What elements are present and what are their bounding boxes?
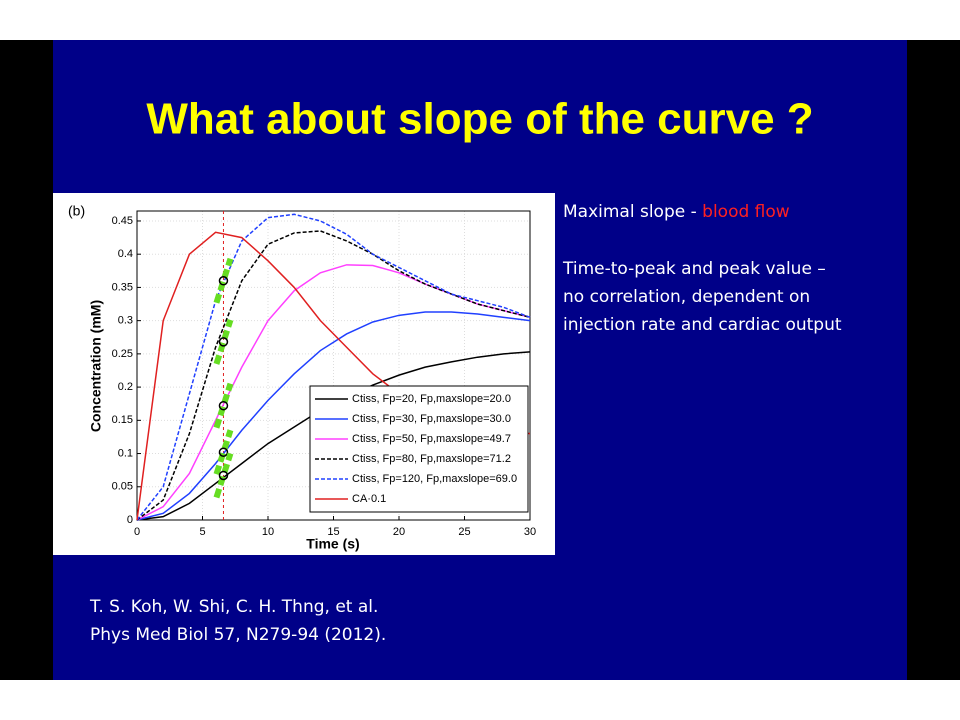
side-note-text: Maximal slope - [563, 202, 702, 222]
series-line [136, 311, 531, 521]
y-tick-label: 0.3 [118, 315, 133, 327]
y-axis-label: Concentration (mM) [88, 300, 104, 432]
citation-line: T. S. Koh, W. Shi, C. H. Thng, et al. [89, 597, 378, 617]
legend-label: Ctiss, Fp=50, Fp,maxslope=49.7 [352, 433, 511, 445]
legend-box [309, 385, 529, 513]
side-paragraph-line: injection rate and cardiac output [563, 315, 842, 335]
y-tick-label: 0.15 [112, 414, 133, 426]
panel-label: (b) [68, 203, 85, 219]
x-axis-label: Time (s) [306, 536, 359, 552]
y-tick-label: 0.4 [118, 248, 133, 260]
x-tick-label: 10 [262, 526, 274, 538]
legend-label: Ctiss, Fp=80, Fp,maxslope=71.2 [352, 453, 511, 465]
x-tick-label: 15 [327, 526, 339, 538]
legend-label: CA·0.1 [352, 493, 386, 505]
slope-point [218, 400, 229, 411]
y-tick-label: 0.05 [112, 481, 133, 493]
legend-label: Ctiss, Fp=20, Fp,maxslope=20.0 [352, 393, 511, 405]
slide-title: What about slope of the curve ? [146, 95, 813, 144]
y-tick-label: 0.1 [118, 447, 133, 459]
x-tick-label: 5 [199, 526, 205, 538]
slope-point [218, 447, 229, 457]
plot-frame [136, 210, 531, 521]
side-note: Maximal slope - blood flow [563, 202, 790, 222]
y-tick-label: 0.45 [112, 215, 133, 227]
legend-label: Ctiss, Fp=30, Fp,maxslope=30.0 [352, 413, 511, 425]
x-tick-label: 25 [458, 526, 470, 538]
series-line [136, 230, 531, 521]
legend-label: Ctiss, Fp=120, Fp,maxslope=69.0 [352, 473, 517, 485]
y-tick-label: 0 [127, 514, 133, 526]
slope-point [218, 276, 229, 286]
y-tick-label: 0.2 [118, 381, 133, 393]
slope-segment [213, 257, 234, 304]
slope-segment [213, 429, 234, 476]
x-tick-label: 30 [524, 526, 536, 538]
slope-point [218, 337, 229, 347]
slope-segment [213, 452, 234, 499]
x-tick-label: 20 [393, 526, 405, 538]
y-tick-label: 0.35 [112, 281, 133, 293]
citation-line: Phys Med Biol 57, N279-94 (2012). [90, 625, 386, 645]
slope-segment [213, 382, 234, 429]
side-paragraph-line: Time-to-peak and peak value – [562, 259, 826, 279]
side-note-highlight: blood flow [702, 202, 790, 222]
series-line [136, 213, 531, 521]
side-paragraph-line: no correlation, dependent on [563, 287, 810, 307]
x-tick-label: 0 [134, 526, 140, 538]
slope-point [218, 470, 229, 481]
slope-segment [213, 319, 234, 365]
y-tick-label: 0.25 [112, 348, 133, 360]
